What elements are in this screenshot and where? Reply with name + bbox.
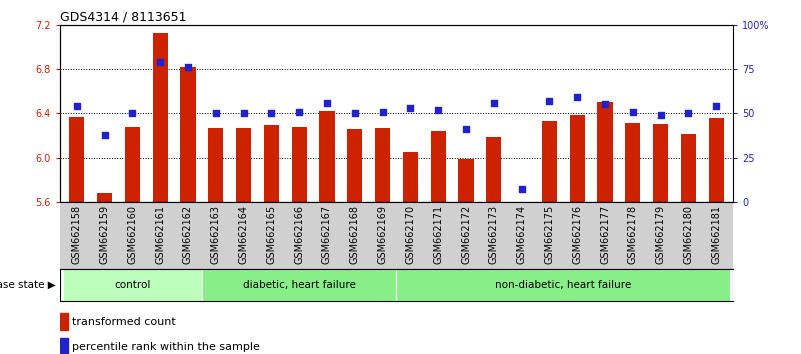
Point — [710, 103, 723, 109]
Text: GSM662167: GSM662167 — [322, 205, 332, 264]
Point — [348, 110, 361, 116]
Bar — [125, 126, 140, 202]
Point — [209, 110, 222, 116]
Text: GSM662180: GSM662180 — [683, 205, 694, 264]
Text: GSM662162: GSM662162 — [183, 205, 193, 264]
Text: GSM662171: GSM662171 — [433, 205, 443, 264]
Point — [99, 132, 111, 137]
Bar — [152, 33, 168, 202]
Point — [237, 110, 250, 116]
Point — [404, 105, 417, 111]
Text: percentile rank within the sample: percentile rank within the sample — [72, 342, 260, 352]
Text: GSM662178: GSM662178 — [628, 205, 638, 264]
Text: GSM662172: GSM662172 — [461, 205, 471, 264]
Point — [376, 109, 389, 114]
Point — [432, 107, 445, 113]
Text: GSM662163: GSM662163 — [211, 205, 221, 264]
Bar — [320, 111, 335, 202]
Bar — [458, 159, 473, 202]
Point — [626, 109, 639, 114]
Text: GSM662169: GSM662169 — [377, 205, 388, 264]
Text: GSM662168: GSM662168 — [350, 205, 360, 264]
Bar — [208, 128, 223, 202]
Text: GSM662181: GSM662181 — [711, 205, 721, 264]
Text: control: control — [115, 280, 151, 290]
Bar — [62, 269, 202, 301]
Bar — [60, 313, 69, 330]
Point — [487, 100, 500, 105]
Text: disease state ▶: disease state ▶ — [0, 280, 56, 290]
Bar — [570, 115, 585, 202]
Bar — [264, 125, 279, 202]
Text: GSM662158: GSM662158 — [72, 205, 82, 264]
Bar — [396, 269, 731, 301]
Text: GSM662160: GSM662160 — [127, 205, 137, 264]
Text: GSM662176: GSM662176 — [572, 205, 582, 264]
Bar — [202, 269, 396, 301]
Text: transformed count: transformed count — [72, 317, 175, 327]
Point — [154, 59, 167, 65]
Text: non-diabetic, heart failure: non-diabetic, heart failure — [495, 280, 631, 290]
Point — [654, 112, 667, 118]
Text: diabetic, heart failure: diabetic, heart failure — [243, 280, 356, 290]
Text: GSM662159: GSM662159 — [99, 205, 110, 264]
Bar — [541, 121, 557, 202]
Text: GSM662173: GSM662173 — [489, 205, 499, 264]
Point — [70, 103, 83, 109]
Bar — [97, 193, 112, 202]
Bar — [347, 129, 362, 202]
Bar — [69, 116, 84, 202]
Text: GSM662179: GSM662179 — [656, 205, 666, 264]
Text: GSM662175: GSM662175 — [545, 205, 554, 264]
Bar — [486, 137, 501, 202]
Bar — [180, 67, 195, 202]
Text: GSM662165: GSM662165 — [267, 205, 276, 264]
Bar — [598, 102, 613, 202]
Bar — [514, 202, 529, 204]
Point — [515, 187, 528, 192]
Text: GSM662166: GSM662166 — [294, 205, 304, 264]
Point — [571, 95, 584, 100]
Text: GSM662164: GSM662164 — [239, 205, 248, 264]
Point — [598, 102, 611, 107]
Point — [320, 100, 333, 105]
Point — [182, 64, 195, 70]
Text: GDS4314 / 8113651: GDS4314 / 8113651 — [60, 11, 187, 24]
Bar — [60, 338, 69, 354]
Text: GSM662174: GSM662174 — [517, 205, 526, 264]
Bar — [292, 126, 307, 202]
Point — [293, 109, 306, 114]
Point — [460, 126, 473, 132]
Point — [543, 98, 556, 104]
Point — [265, 110, 278, 116]
Bar — [653, 124, 668, 202]
Bar — [236, 128, 252, 202]
Point — [682, 110, 694, 116]
Bar — [403, 152, 418, 202]
Text: GSM662161: GSM662161 — [155, 205, 165, 264]
Bar — [375, 128, 390, 202]
Text: GSM662170: GSM662170 — [405, 205, 416, 264]
Bar — [431, 131, 446, 202]
Text: GSM662177: GSM662177 — [600, 205, 610, 264]
Bar — [709, 118, 724, 202]
Bar — [681, 134, 696, 202]
Bar — [625, 123, 641, 202]
Point — [126, 110, 139, 116]
